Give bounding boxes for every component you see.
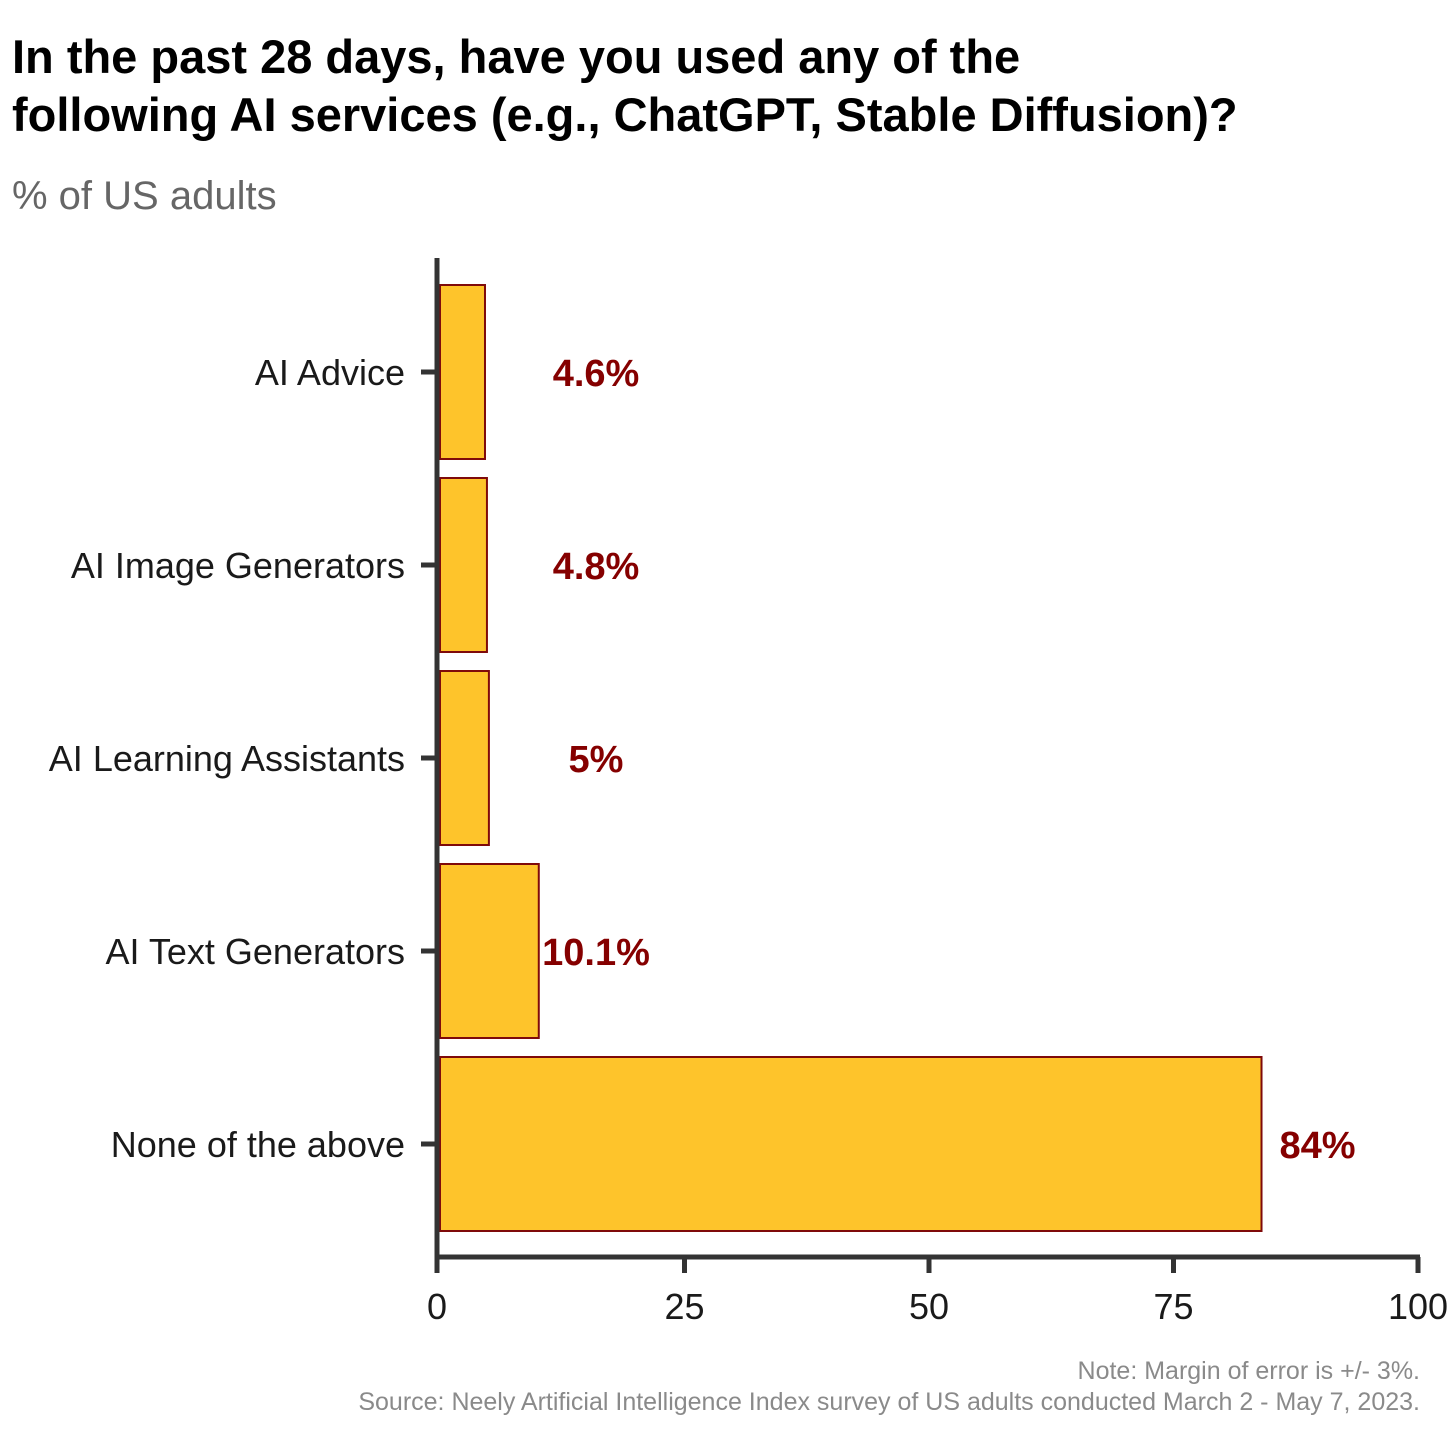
chart-title: In the past 28 days, have you used any o… — [12, 28, 1442, 144]
data-label: 5% — [569, 739, 624, 781]
footer-note: Note: Margin of error is +/- 3%. — [1077, 1357, 1420, 1385]
y-tick-label: AI Text Generators — [106, 931, 405, 972]
bar — [439, 284, 486, 460]
data-label: 84% — [1279, 1125, 1355, 1167]
footer-source: Source: Neely Artificial Intelligence In… — [358, 1388, 1420, 1416]
bar — [439, 477, 488, 653]
bar — [439, 863, 540, 1039]
data-label: 10.1% — [542, 932, 650, 974]
x-tick-label: 0 — [427, 1286, 447, 1327]
y-tick-label: AI Learning Assistants — [49, 738, 405, 779]
y-tick-label: AI Advice — [255, 352, 405, 393]
y-tick-label: AI Image Generators — [71, 545, 405, 586]
chart-footer: Note: Margin of error is +/- 3%. Source:… — [358, 1356, 1420, 1418]
x-tick-label: 50 — [909, 1286, 949, 1327]
bar — [439, 1056, 1263, 1232]
y-tick-label: None of the above — [111, 1124, 405, 1165]
x-tick-label: 75 — [1153, 1286, 1193, 1327]
chart-subtitle: % of US adults — [12, 174, 277, 218]
bar — [439, 670, 490, 846]
x-tick-label: 25 — [664, 1286, 704, 1327]
data-label: 4.8% — [553, 546, 640, 588]
chart-title-line-1: In the past 28 days, have you used any o… — [12, 30, 1021, 83]
data-label: 4.6% — [553, 353, 640, 395]
x-tick-label: 100 — [1388, 1286, 1448, 1327]
chart-title-line-2: following AI services (e.g., ChatGPT, St… — [12, 88, 1238, 141]
